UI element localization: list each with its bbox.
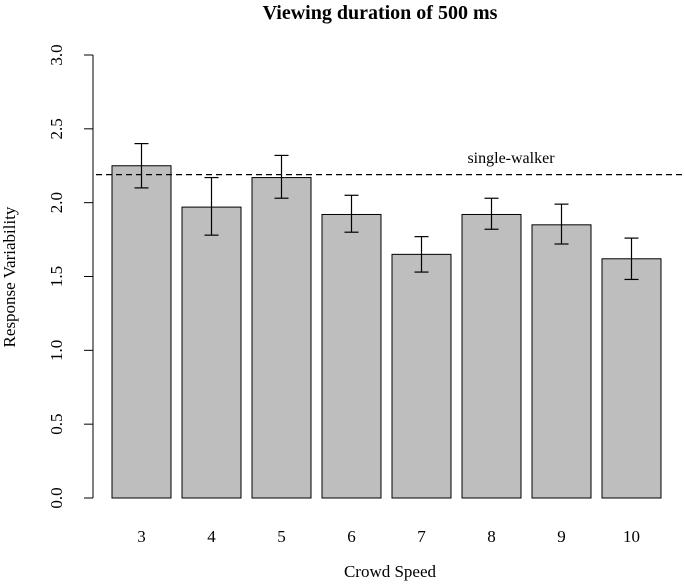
y-tick-label: 0.0 (47, 487, 66, 508)
bar (111, 165, 172, 499)
y-axis-label: Response Variability (0, 206, 19, 347)
y-tick-label: 1.0 (47, 340, 66, 361)
error-bars (134, 143, 639, 281)
bar (531, 224, 592, 499)
bar (321, 213, 382, 499)
x-axis-tick-labels: 3 4 5 6 7 8 9 10 (137, 527, 640, 546)
y-axis: 0.0 0.5 1.0 1.5 2.0 2.5 3.0 (47, 44, 93, 509)
y-tick-label: 0.5 (47, 414, 66, 435)
chart-title: Viewing duration of 500 ms (263, 2, 498, 24)
x-tick-label: 6 (347, 527, 356, 546)
y-tick-label: 2.0 (47, 192, 66, 213)
bar-series (111, 165, 662, 499)
y-tick-label: 2.5 (47, 118, 66, 139)
reference-line-label: single-walker (467, 150, 555, 167)
x-tick-label: 3 (137, 527, 146, 546)
y-tick-label: 1.5 (47, 266, 66, 287)
bar (391, 253, 452, 499)
x-tick-label: 10 (623, 527, 640, 546)
y-tick-label: 3.0 (47, 44, 66, 65)
bar (181, 206, 242, 499)
bar (251, 177, 312, 499)
x-tick-label: 9 (557, 527, 566, 546)
bar (601, 258, 662, 499)
x-axis-label: Crowd Speed (344, 562, 437, 581)
x-tick-label: 4 (207, 527, 216, 546)
x-tick-label: 7 (417, 527, 426, 546)
bar (461, 213, 522, 499)
x-tick-label: 5 (277, 527, 286, 546)
x-tick-label: 8 (487, 527, 496, 546)
